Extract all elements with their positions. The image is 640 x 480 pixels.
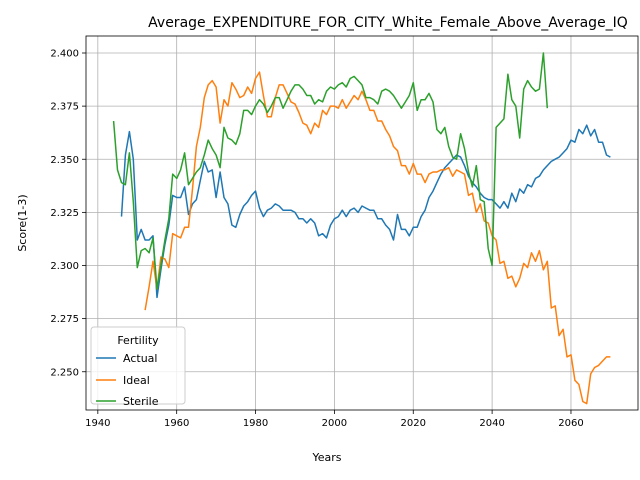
y-axis-ticks: 2.250 2.275 2.300 2.325 2.350 2.375 2.400: [50, 49, 86, 378]
series-lines: [112, 52, 611, 405]
x-tick-label: 1960: [164, 418, 189, 429]
x-axis-label: Years: [311, 451, 341, 464]
y-tick-label: 2.300: [50, 261, 79, 272]
x-tick-label: 1940: [85, 418, 110, 429]
plot-frame: [85, 35, 639, 411]
legend-label-sterile: Sterile: [123, 395, 159, 408]
y-tick-label: 2.325: [50, 208, 79, 219]
y-tick-label: 2.400: [50, 49, 79, 60]
x-axis-ticks: 1940 1960 1980 2000 2020 2040 2060: [85, 410, 584, 429]
legend-title: Fertility: [117, 334, 159, 347]
x-tick-label: 2000: [322, 418, 347, 429]
y-tick-label: 2.375: [50, 102, 79, 113]
legend-box: [90, 326, 186, 405]
series-line-ideal: [144, 71, 611, 405]
x-tick-label: 2040: [479, 418, 504, 429]
legend: Fertility Actual Ideal Sterile: [90, 326, 186, 408]
y-tick-label: 2.250: [50, 367, 79, 378]
y-tick-label: 2.350: [50, 155, 79, 166]
series-line-actual: [120, 124, 611, 299]
y-tick-label: 2.275: [50, 314, 79, 325]
x-tick-label: 1980: [243, 418, 268, 429]
series-line-sterile: [112, 52, 549, 290]
y-axis-label: Score(1-3): [16, 194, 29, 251]
x-tick-label: 2020: [401, 418, 426, 429]
legend-label-actual: Actual: [123, 352, 157, 365]
legend-label-ideal: Ideal: [123, 374, 150, 387]
chart-title: Average_EXPENDITURE_FOR_CITY_White_Femal…: [148, 15, 628, 31]
x-tick-label: 2060: [558, 418, 583, 429]
